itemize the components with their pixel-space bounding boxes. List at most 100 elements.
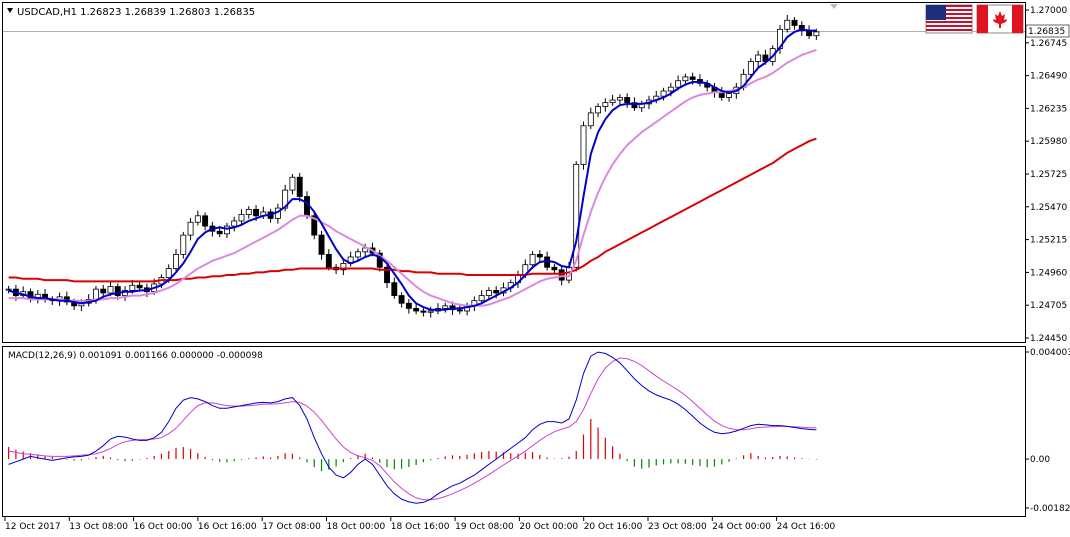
candle-body [726, 93, 732, 98]
candle-body [362, 247, 369, 253]
candle-body [624, 97, 631, 104]
candle-body [536, 253, 543, 258]
candle-body [253, 208, 259, 217]
candle-body [478, 295, 485, 302]
candle-body [318, 234, 325, 255]
macd-tick-label: -0.001829 [1030, 504, 1070, 514]
time-tick-label: 17 Oct 08:00 [262, 522, 321, 532]
time-tick-label: 12 Oct 2017 [5, 522, 61, 532]
candle-body [238, 214, 245, 222]
candle-body [427, 310, 434, 313]
candle-body [616, 97, 623, 101]
candle-body [573, 163, 580, 268]
candle-body [689, 76, 696, 80]
candle-body [180, 234, 187, 255]
candle-body [5, 288, 12, 291]
time-tick-label: 16 Oct 16:00 [198, 522, 257, 532]
price-tick-label: 1.25470 [1030, 203, 1067, 213]
candle-body [391, 282, 398, 296]
time-tick-label: 23 Oct 08:00 [648, 522, 707, 532]
candle-body [325, 253, 332, 268]
time-tick-label: 24 Oct 16:00 [777, 522, 836, 532]
candle-body [755, 54, 762, 62]
macd-axis: 0.004003 0.00 -0.001829 [1025, 348, 1070, 514]
current-price-tag: 1.26835 [1025, 24, 1070, 38]
price-tick-label: 1.24960 [1030, 268, 1067, 278]
candle-body [173, 253, 179, 269]
macd-main-line [8, 351, 817, 504]
moving-averages [8, 28, 817, 311]
macd-title: MACD(12,26,9) 0.001091 0.001166 0.000000… [8, 351, 263, 361]
candle-body [245, 208, 252, 215]
candle-body [340, 262, 347, 271]
candle-body [551, 266, 558, 271]
price-tick-label: 1.24450 [1030, 334, 1067, 344]
candle-body [485, 290, 492, 296]
candle-body [100, 288, 107, 294]
price-tick-label: 1.25980 [1030, 137, 1067, 147]
candle-body [587, 112, 594, 127]
time-tick-label: 20 Oct 00:00 [519, 522, 578, 532]
price-tick-label: 1.26745 [1030, 39, 1067, 49]
candle-body [405, 302, 412, 309]
candle-body [165, 268, 172, 278]
symbol-header: USDCAD,H1 1.26823 1.26839 1.26803 1.2683… [7, 7, 255, 18]
candle-body [747, 61, 754, 75]
price-tick-label: 1.26490 [1030, 72, 1067, 82]
candle-body [231, 220, 238, 227]
macd-tick-label: 0.00 [1030, 455, 1050, 465]
price-tick-label: 1.25215 [1030, 236, 1067, 246]
candle-body [456, 309, 463, 312]
candle-body [136, 284, 143, 289]
macd-panel[interactable] [2, 346, 1026, 517]
candle-body [420, 310, 427, 313]
candle-body [660, 90, 667, 97]
time-tick-label: 18 Oct 16:00 [391, 522, 450, 532]
candle-body [289, 176, 296, 191]
chart-shift-marker-icon[interactable] [830, 4, 838, 9]
dropdown-triangle-icon[interactable] [7, 8, 13, 13]
price-tick-label: 1.27000 [1030, 6, 1067, 16]
candle-body [194, 215, 201, 223]
time-tick-label: 13 Oct 08:00 [69, 522, 128, 532]
candle-body [813, 31, 820, 37]
canada-flag-icon [976, 4, 1024, 34]
candle-body [187, 221, 194, 236]
candle-body [202, 215, 209, 227]
candles-series [5, 15, 820, 318]
candle-body [311, 215, 318, 236]
candle-body [129, 284, 136, 291]
time-tick-label: 16 Oct 00:00 [134, 522, 193, 532]
candle-body [296, 176, 303, 197]
ma-slow-line [8, 137, 817, 283]
candle-body [529, 253, 536, 266]
candle-body [216, 230, 223, 235]
price-tick-label: 1.26235 [1030, 104, 1067, 114]
price-tick-label: 1.24705 [1030, 301, 1067, 311]
time-tick-label: 19 Oct 08:00 [455, 522, 514, 532]
current-price-value: 1.26835 [1028, 27, 1065, 37]
macd-signal-line [8, 357, 817, 501]
candle-body [631, 102, 638, 109]
us-flag-icon [925, 4, 973, 34]
candle-body [595, 106, 602, 114]
candle-body [398, 295, 405, 304]
candle-body [493, 290, 500, 294]
candle-body [282, 189, 289, 209]
candle-body [675, 80, 682, 88]
time-tick-label: 24 Oct 00:00 [712, 522, 771, 532]
symbol-title: USDCAD,H1 1.26823 1.26839 1.26803 1.2683… [17, 7, 255, 18]
time-tick-label: 20 Oct 16:00 [584, 522, 643, 532]
candle-body [558, 269, 565, 281]
ma-mid-line [8, 48, 817, 307]
price-tick-label: 1.25725 [1030, 170, 1067, 180]
candle-body [791, 19, 798, 26]
candle-body [580, 125, 587, 165]
candle-body [354, 251, 361, 258]
candle-body [107, 286, 114, 294]
candle-body [442, 305, 449, 309]
candle-body [798, 25, 805, 31]
time-axis: 12 Oct 2017 13 Oct 08:00 16 Oct 00:00 16 Oc… [4, 517, 836, 532]
time-tick-label: 18 Oct 00:00 [327, 522, 386, 532]
